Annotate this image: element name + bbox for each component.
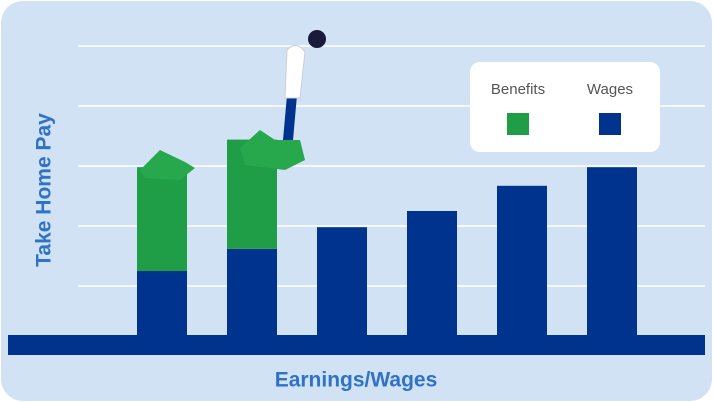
legend-swatch — [599, 113, 621, 135]
bar — [497, 185, 547, 346]
legend-label: Benefits — [491, 81, 545, 98]
bar — [587, 167, 637, 346]
bar — [227, 248, 277, 346]
baseline-band — [8, 335, 705, 355]
y-axis-label: Take Home Pay — [33, 113, 56, 267]
bars — [137, 139, 637, 346]
bar — [407, 211, 457, 346]
legend-swatch — [507, 113, 529, 135]
bar — [137, 271, 187, 346]
bar — [317, 227, 367, 346]
legend — [470, 62, 660, 152]
x-axis-label: Earnings/Wages — [275, 369, 438, 392]
figure — [140, 30, 326, 180]
legend-label: Wages — [587, 81, 633, 98]
bar — [137, 167, 187, 271]
